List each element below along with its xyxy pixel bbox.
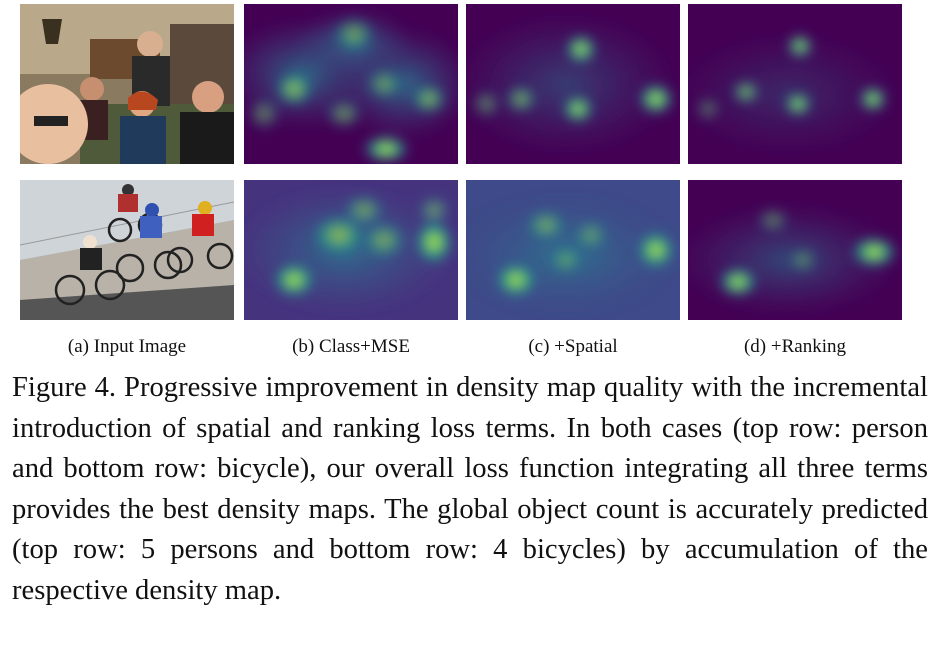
input-image-person	[20, 4, 234, 164]
figure-caption: Figure 4. Progressive improvement in den…	[12, 372, 928, 606]
density-map-person-ranking	[688, 4, 902, 164]
density-map-bicycle-spatial	[466, 180, 680, 320]
panel-label-spatial: (c) +Spatial	[528, 336, 618, 357]
density-map-bicycle-ranking	[688, 180, 902, 320]
input-image-bicycle	[20, 180, 234, 320]
density-map-bicycle-class-mse	[244, 180, 458, 320]
density-map-person-class-mse	[244, 4, 458, 164]
density-map-person-spatial	[466, 4, 680, 164]
panel-label-class-mse: (b) Class+MSE	[292, 336, 410, 357]
panel-label-input-image: (a) Input Image	[67, 336, 187, 357]
panel-label-ranking: (d) +Ranking	[743, 336, 846, 357]
